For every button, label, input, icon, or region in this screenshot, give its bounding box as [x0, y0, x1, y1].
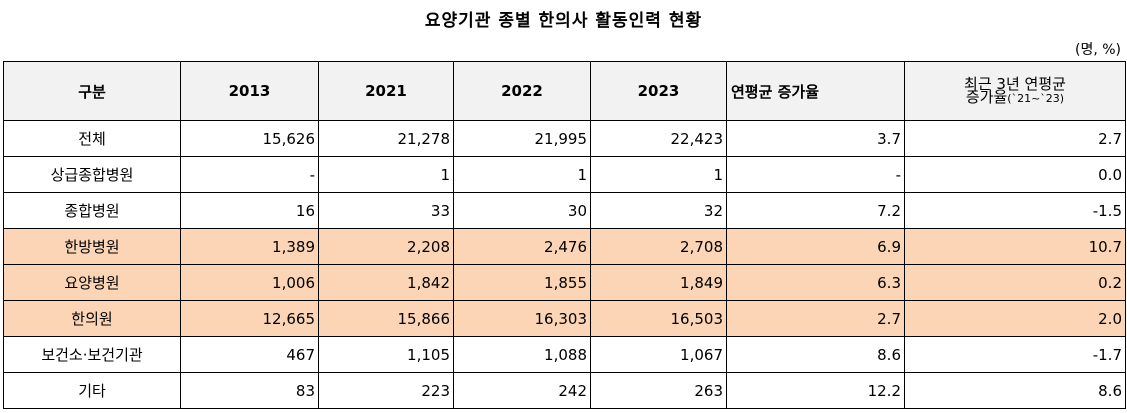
header-recent-line2: 증가율: [965, 87, 1008, 106]
cell-2023: 1: [590, 156, 727, 193]
table-row: 요양병원 1,006 1,842 1,855 1,849 6.3 0.2: [3, 264, 1126, 301]
cell-2022: 2,476: [453, 228, 591, 265]
cell-recent-growth: 2.0: [904, 300, 1126, 337]
cell-2021: 223: [318, 372, 454, 409]
cell-recent-growth: -1.7: [904, 336, 1126, 373]
cell-2013: -: [180, 156, 319, 193]
table-row: 상급종합병원 -1 1 1-0.0: [3, 156, 1126, 193]
cell-category: 한의원: [3, 300, 181, 337]
cell-2022: 16,303: [453, 300, 591, 337]
cell-2023: 1,849: [590, 264, 727, 301]
table-row: 전체 15,626 21,278 21,995 22,423 3.7 2.7: [3, 120, 1126, 157]
cell-category: 기타: [3, 372, 181, 409]
table-row: 보건소·보건기관 467 1,105 1,088 1,067 8.6 -1.7: [3, 336, 1126, 373]
cell-avg-growth: -: [726, 156, 905, 193]
cell-avg-growth: 12.2: [726, 372, 905, 409]
cell-2021: 15,866: [318, 300, 454, 337]
unit-label: (명, %): [1074, 42, 1121, 58]
cell-category: 보건소·보건기관: [3, 336, 181, 373]
cell-recent-growth: 8.6: [904, 372, 1126, 409]
cell-category: 상급종합병원: [3, 156, 181, 193]
cell-avg-growth: 6.9: [726, 228, 905, 265]
header-recent-note: (`21~`23): [1007, 91, 1065, 105]
cell-2023: 16,503: [590, 300, 727, 337]
table-row: 종합병원 16 33 30 32 7.2 -1.5: [3, 192, 1126, 229]
cell-2013: 1,389: [180, 228, 319, 265]
header-avg-growth: 연평균 증가율: [726, 61, 905, 121]
cell-2022: 1,088: [453, 336, 591, 373]
header-2022: 2022: [453, 61, 591, 121]
cell-2013: 16: [180, 192, 319, 229]
cell-2013: 83: [180, 372, 319, 409]
cell-2021: 1,105: [318, 336, 454, 373]
cell-2022: 21,995: [453, 120, 591, 157]
cell-2013: 15,626: [180, 120, 319, 157]
cell-2022: 30: [453, 192, 591, 229]
header-row: 구분 2013 2021 2022 2023 연평균 증가율 최근 3년 연평균…: [3, 61, 1126, 121]
data-table: 구분 2013 2021 2022 2023 연평균 증가율 최근 3년 연평균…: [3, 61, 1126, 409]
cell-recent-growth: 0.0: [904, 156, 1126, 193]
cell-2013: 467: [180, 336, 319, 373]
cell-recent-growth: 10.7: [904, 228, 1126, 265]
cell-2023: 1,067: [590, 336, 727, 373]
cell-recent-growth: 2.7: [904, 120, 1126, 157]
cell-avg-growth: 2.7: [726, 300, 905, 337]
cell-recent-growth: -1.5: [904, 192, 1126, 229]
cell-avg-growth: 8.6: [726, 336, 905, 373]
cell-avg-growth: 6.3: [726, 264, 905, 301]
cell-2021: 21,278: [318, 120, 454, 157]
header-recent-line1: 최근 3년 연평균: [964, 74, 1066, 93]
cell-category: 한방병원: [3, 228, 181, 265]
cell-2023: 22,423: [590, 120, 727, 157]
header-2023: 2023: [590, 61, 727, 121]
cell-category: 종합병원: [3, 192, 181, 229]
cell-2023: 263: [590, 372, 727, 409]
cell-2023: 32: [590, 192, 727, 229]
cell-2013: 1,006: [180, 264, 319, 301]
cell-2021: 1: [318, 156, 454, 193]
table-row: 한의원 12,665 15,866 16,303 16,503 2.7 2.0: [3, 300, 1126, 337]
header-2021: 2021: [318, 61, 454, 121]
cell-avg-growth: 3.7: [726, 120, 905, 157]
table-row: 한방병원 1,389 2,208 2,476 2,708 6.9 10.7: [3, 228, 1126, 265]
cell-2021: 1,842: [318, 264, 454, 301]
cell-2021: 33: [318, 192, 454, 229]
cell-2022: 1,855: [453, 264, 591, 301]
cell-2023: 2,708: [590, 228, 727, 265]
header-2013: 2013: [180, 61, 319, 121]
table-row: 기타 83 223 242 263 12.2 8.6: [3, 372, 1126, 409]
cell-2022: 242: [453, 372, 591, 409]
header-category: 구분: [3, 61, 181, 121]
header-recent-growth: 최근 3년 연평균 증가율(`21~`23): [904, 61, 1126, 121]
cell-avg-growth: 7.2: [726, 192, 905, 229]
cell-2013: 12,665: [180, 300, 319, 337]
cell-2021: 2,208: [318, 228, 454, 265]
table-body: 전체 15,626 21,278 21,995 22,423 3.7 2.7 상급종합병원 -1…: [3, 120, 1126, 409]
cell-category: 전체: [3, 120, 181, 157]
table-title: 요양기관 종별 한의사 활동인력 현황: [424, 11, 703, 31]
cell-2022: 1: [453, 156, 591, 193]
cell-category: 요양병원: [3, 264, 181, 301]
cell-recent-growth: 0.2: [904, 264, 1126, 301]
